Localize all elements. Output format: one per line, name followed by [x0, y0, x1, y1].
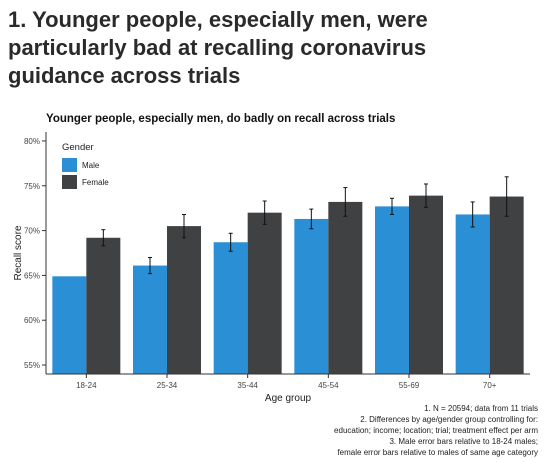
- x-tick-label: 25-34: [157, 381, 178, 390]
- bar-female-18-24: [86, 237, 121, 374]
- y-tick-label: 60%: [24, 316, 40, 325]
- legend-title: Gender: [62, 142, 94, 153]
- y-tick-label: 70%: [24, 227, 40, 236]
- footnote-2: 2. Differences by age/gender group contr…: [360, 415, 538, 424]
- legend-label-male: Male: [82, 161, 100, 170]
- bar-female-35-44: [247, 212, 282, 374]
- footnote-5: female error bars relative to males of s…: [337, 448, 538, 457]
- y-tick-label: 55%: [24, 361, 40, 370]
- footnote-4: 3. Male error bars relative to 18-24 mal…: [389, 437, 538, 446]
- bar-female-55-69: [409, 195, 443, 374]
- legend-label-female: Female: [82, 178, 109, 187]
- x-tick-label: 55-69: [399, 381, 420, 390]
- x-tick-label: 70+: [483, 381, 497, 390]
- bar-male-70+: [455, 214, 490, 374]
- y-tick-label: 65%: [24, 271, 40, 280]
- headline-line-3: guidance across trials: [8, 63, 241, 88]
- bar-male-45-54: [294, 218, 329, 374]
- y-axis-title: Recall score: [13, 225, 24, 280]
- x-axis-title: Age group: [265, 393, 312, 404]
- bar-female-25-34: [167, 226, 201, 374]
- headline-line-1: 1. Younger people, especially men, were: [8, 7, 428, 32]
- chart-title: Younger people, especially men, do badly…: [46, 113, 396, 125]
- bar-female-70+: [489, 196, 524, 374]
- headline-line-2: particularly bad at recalling coronaviru…: [8, 35, 427, 60]
- footnote-3: education; income; location; trial; trea…: [334, 426, 538, 435]
- x-tick-label: 35-44: [237, 381, 258, 390]
- bar-male-18-24: [52, 276, 87, 374]
- x-tick-label: 45-54: [318, 381, 339, 390]
- legend-swatch-female: [62, 175, 77, 189]
- y-tick-label: 75%: [24, 182, 40, 191]
- footnotes: 1. N = 20594; data from 11 trials 2. Dif…: [218, 403, 538, 458]
- y-tick-label: 80%: [24, 137, 40, 146]
- bar-male-35-44: [213, 242, 248, 374]
- bar-female-45-54: [328, 201, 363, 374]
- legend-swatch-male: [62, 158, 77, 172]
- x-tick-label: 18-24: [76, 381, 97, 390]
- bar-male-25-34: [133, 265, 167, 374]
- bar-male-55-69: [375, 206, 409, 374]
- footnote-1: 1. N = 20594; data from 11 trials: [424, 404, 538, 413]
- headline: 1. Younger people, especially men, were …: [8, 6, 538, 90]
